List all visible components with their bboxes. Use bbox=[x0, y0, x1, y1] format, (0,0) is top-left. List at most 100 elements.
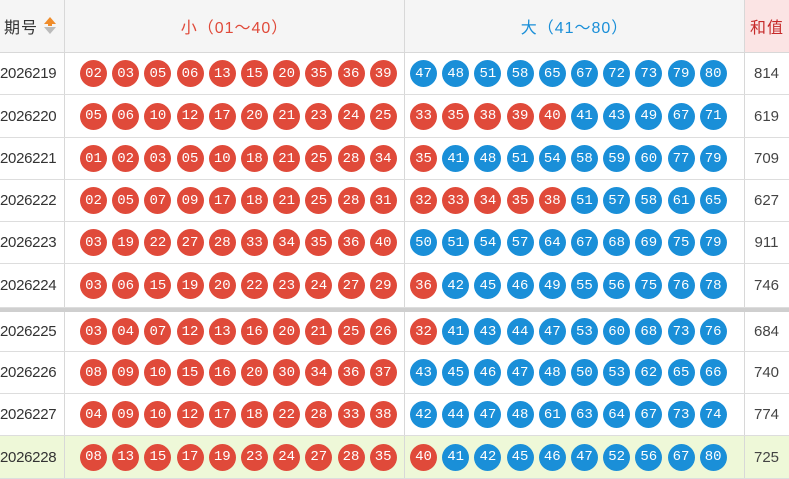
number-ball: 60 bbox=[635, 145, 663, 172]
number-ball: 25 bbox=[305, 145, 333, 172]
number-ball: 04 bbox=[112, 318, 140, 345]
number-ball: 65 bbox=[667, 359, 695, 386]
number-ball: 25 bbox=[369, 102, 397, 130]
number-ball: 39 bbox=[369, 60, 397, 87]
number-ball: 48 bbox=[442, 60, 470, 87]
small-numbers-group: 05 06 10 12 17 20 21 23 24 25 bbox=[80, 95, 402, 137]
number-ball: 50 bbox=[570, 359, 598, 386]
number-ball: 39 bbox=[506, 102, 534, 130]
small-numbers-group: 01 02 03 05 10 18 21 25 28 34 bbox=[80, 138, 402, 179]
small-numbers-group: 03 19 22 27 28 33 34 35 36 40 bbox=[80, 222, 402, 263]
number-ball: 80 bbox=[699, 443, 727, 471]
number-ball: 56 bbox=[635, 443, 663, 471]
period-cell: 2026223 bbox=[0, 234, 57, 251]
number-ball: 73 bbox=[667, 401, 695, 428]
number-ball: 15 bbox=[176, 359, 204, 386]
sum-header: 和值 bbox=[744, 0, 789, 52]
number-ball: 20 bbox=[273, 60, 301, 87]
number-ball: 17 bbox=[208, 187, 236, 214]
number-ball: 07 bbox=[144, 318, 172, 345]
number-ball: 67 bbox=[570, 229, 598, 256]
sum-cell: 619 bbox=[753, 107, 780, 125]
period-header[interactable]: 期号 bbox=[0, 0, 64, 52]
column-divider bbox=[404, 312, 405, 351]
period-cell: 2026224 bbox=[0, 277, 57, 294]
number-ball: 67 bbox=[635, 401, 663, 428]
number-ball: 45 bbox=[474, 272, 502, 299]
column-divider bbox=[404, 436, 405, 478]
sort-icon[interactable] bbox=[43, 15, 57, 37]
column-divider bbox=[744, 95, 745, 137]
big-numbers-group: 35 41 48 51 54 58 59 60 77 79 bbox=[410, 138, 732, 179]
number-ball: 25 bbox=[305, 187, 333, 214]
big-numbers-group: 32 41 43 44 47 53 60 68 73 76 bbox=[410, 312, 732, 351]
number-ball: 49 bbox=[538, 272, 566, 299]
number-ball: 28 bbox=[305, 401, 333, 428]
period-cell: 2026225 bbox=[0, 323, 57, 340]
number-ball: 54 bbox=[474, 229, 502, 256]
period-header-label: 期号 bbox=[4, 20, 39, 37]
number-ball: 10 bbox=[208, 145, 236, 172]
period-cell: 2026219 bbox=[0, 65, 57, 82]
number-ball: 36 bbox=[337, 359, 365, 386]
small-numbers-group: 03 06 15 19 20 22 23 24 27 29 bbox=[80, 264, 402, 307]
table-row: 2026221 01 02 03 05 10 18 21 25 28 34 35 41 48 51 54 58 5… bbox=[0, 138, 789, 180]
number-ball: 53 bbox=[570, 318, 598, 345]
number-ball: 76 bbox=[667, 272, 695, 299]
table-row: 2026226 08 09 10 15 16 20 30 34 36 37 43 45 46 47 48 50 5… bbox=[0, 352, 789, 394]
column-divider bbox=[64, 312, 65, 351]
number-ball: 13 bbox=[208, 60, 236, 87]
number-ball: 48 bbox=[538, 359, 566, 386]
number-ball: 40 bbox=[410, 443, 437, 471]
table-row: 2026220 05 06 10 12 17 20 21 23 24 25 33 35 38 39 40 41 4… bbox=[0, 95, 789, 138]
big-numbers-group: 47 48 51 58 65 67 72 73 79 80 bbox=[410, 53, 732, 94]
number-ball: 13 bbox=[208, 318, 236, 345]
table-row: 2026219 02 03 05 06 13 15 20 35 36 39 47 48 51 58 65 67 7… bbox=[0, 53, 789, 95]
number-ball: 67 bbox=[667, 443, 695, 471]
number-ball: 09 bbox=[176, 187, 204, 214]
column-divider bbox=[744, 180, 745, 221]
number-ball: 58 bbox=[506, 60, 534, 87]
period-cell: 2026227 bbox=[0, 406, 57, 423]
number-ball: 62 bbox=[635, 359, 663, 386]
number-ball: 18 bbox=[240, 401, 268, 428]
number-ball: 05 bbox=[144, 60, 172, 87]
number-ball: 33 bbox=[410, 102, 437, 130]
column-divider bbox=[64, 264, 65, 307]
number-ball: 45 bbox=[442, 359, 470, 386]
number-ball: 35 bbox=[305, 229, 333, 256]
number-ball: 55 bbox=[570, 272, 598, 299]
period-cell: 2026228 bbox=[0, 448, 57, 466]
number-ball: 38 bbox=[538, 187, 566, 214]
number-ball: 57 bbox=[603, 187, 631, 214]
number-ball: 33 bbox=[240, 229, 268, 256]
number-ball: 66 bbox=[699, 359, 727, 386]
number-ball: 20 bbox=[273, 318, 301, 345]
number-ball: 65 bbox=[699, 187, 727, 214]
column-divider bbox=[404, 222, 405, 263]
table-row: 2026222 02 05 07 09 17 18 21 25 28 31 32 33 34 35 38 51 5… bbox=[0, 180, 789, 222]
number-ball: 28 bbox=[337, 187, 365, 214]
number-ball: 60 bbox=[603, 318, 631, 345]
number-ball: 71 bbox=[699, 102, 727, 130]
number-ball: 53 bbox=[603, 359, 631, 386]
number-ball: 38 bbox=[474, 102, 502, 130]
number-ball: 47 bbox=[506, 359, 534, 386]
number-ball: 41 bbox=[442, 145, 470, 172]
number-ball: 16 bbox=[208, 359, 236, 386]
number-ball: 08 bbox=[80, 359, 107, 386]
number-ball: 29 bbox=[369, 272, 397, 299]
number-ball: 08 bbox=[80, 443, 107, 471]
column-divider bbox=[64, 352, 65, 393]
table-row: 2026225 03 04 07 12 13 16 20 21 25 26 32 41 43 44 47 53 6… bbox=[0, 308, 789, 352]
column-divider bbox=[744, 352, 745, 393]
big-numbers-group: 50 51 54 57 64 67 68 69 75 79 bbox=[410, 222, 732, 263]
number-ball: 12 bbox=[176, 401, 204, 428]
number-ball: 32 bbox=[410, 187, 437, 214]
number-ball: 35 bbox=[442, 102, 470, 130]
number-ball: 51 bbox=[442, 229, 470, 256]
number-ball: 19 bbox=[176, 272, 204, 299]
number-ball: 10 bbox=[144, 102, 172, 130]
column-divider bbox=[64, 138, 65, 179]
number-ball: 34 bbox=[474, 187, 502, 214]
